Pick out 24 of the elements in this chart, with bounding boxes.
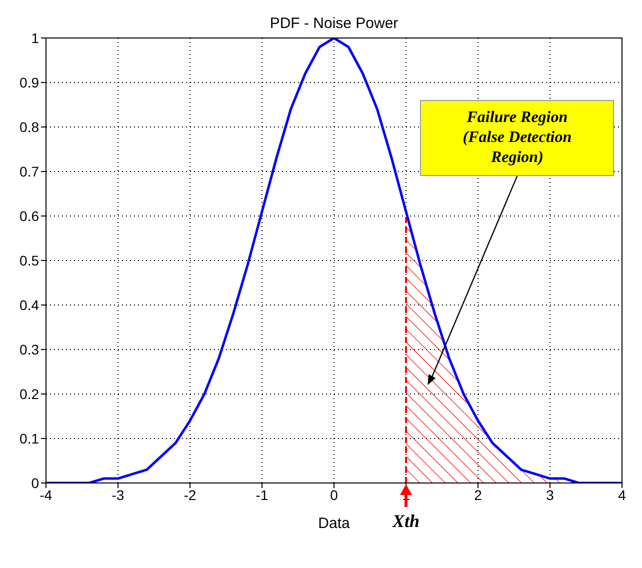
y-tick-label: 0.2 (20, 386, 40, 402)
annotation: Failure Region (False Detection Region) (462, 108, 573, 168)
x-tick-label: -3 (112, 486, 124, 503)
x-tick-label: -4 (40, 486, 52, 503)
y-tick-label: 0.8 (20, 118, 40, 135)
y-tick-label: 0.5 (20, 252, 40, 268)
x-axis-title: Data (318, 515, 350, 532)
y-tick-label: 0.7 (20, 163, 40, 180)
y-tick-label: 0.4 (20, 296, 40, 313)
y-tick-label: 1 (31, 30, 40, 46)
callout-box: Failure Region (False Detection Region) (420, 100, 614, 176)
x-tick-label: 0 (330, 486, 338, 503)
y-tick-label: 0.6 (20, 208, 40, 224)
ref-line-label: Xth (391, 511, 420, 531)
x-tick-label: -2 (184, 486, 196, 503)
x-tick-label: 4 (618, 486, 626, 503)
x-tick-label: -1 (256, 486, 268, 503)
x-tick-label: 2 (474, 486, 482, 503)
y-tick-label: 0.9 (20, 74, 40, 90)
x-tick-label: 3 (546, 486, 554, 503)
chart-title: PDF - Noise Power (270, 15, 398, 32)
y-tick-label: 0 (31, 474, 40, 491)
y-tick-label: 0.1 (20, 430, 40, 446)
y-tick-label: 0.3 (20, 341, 40, 358)
